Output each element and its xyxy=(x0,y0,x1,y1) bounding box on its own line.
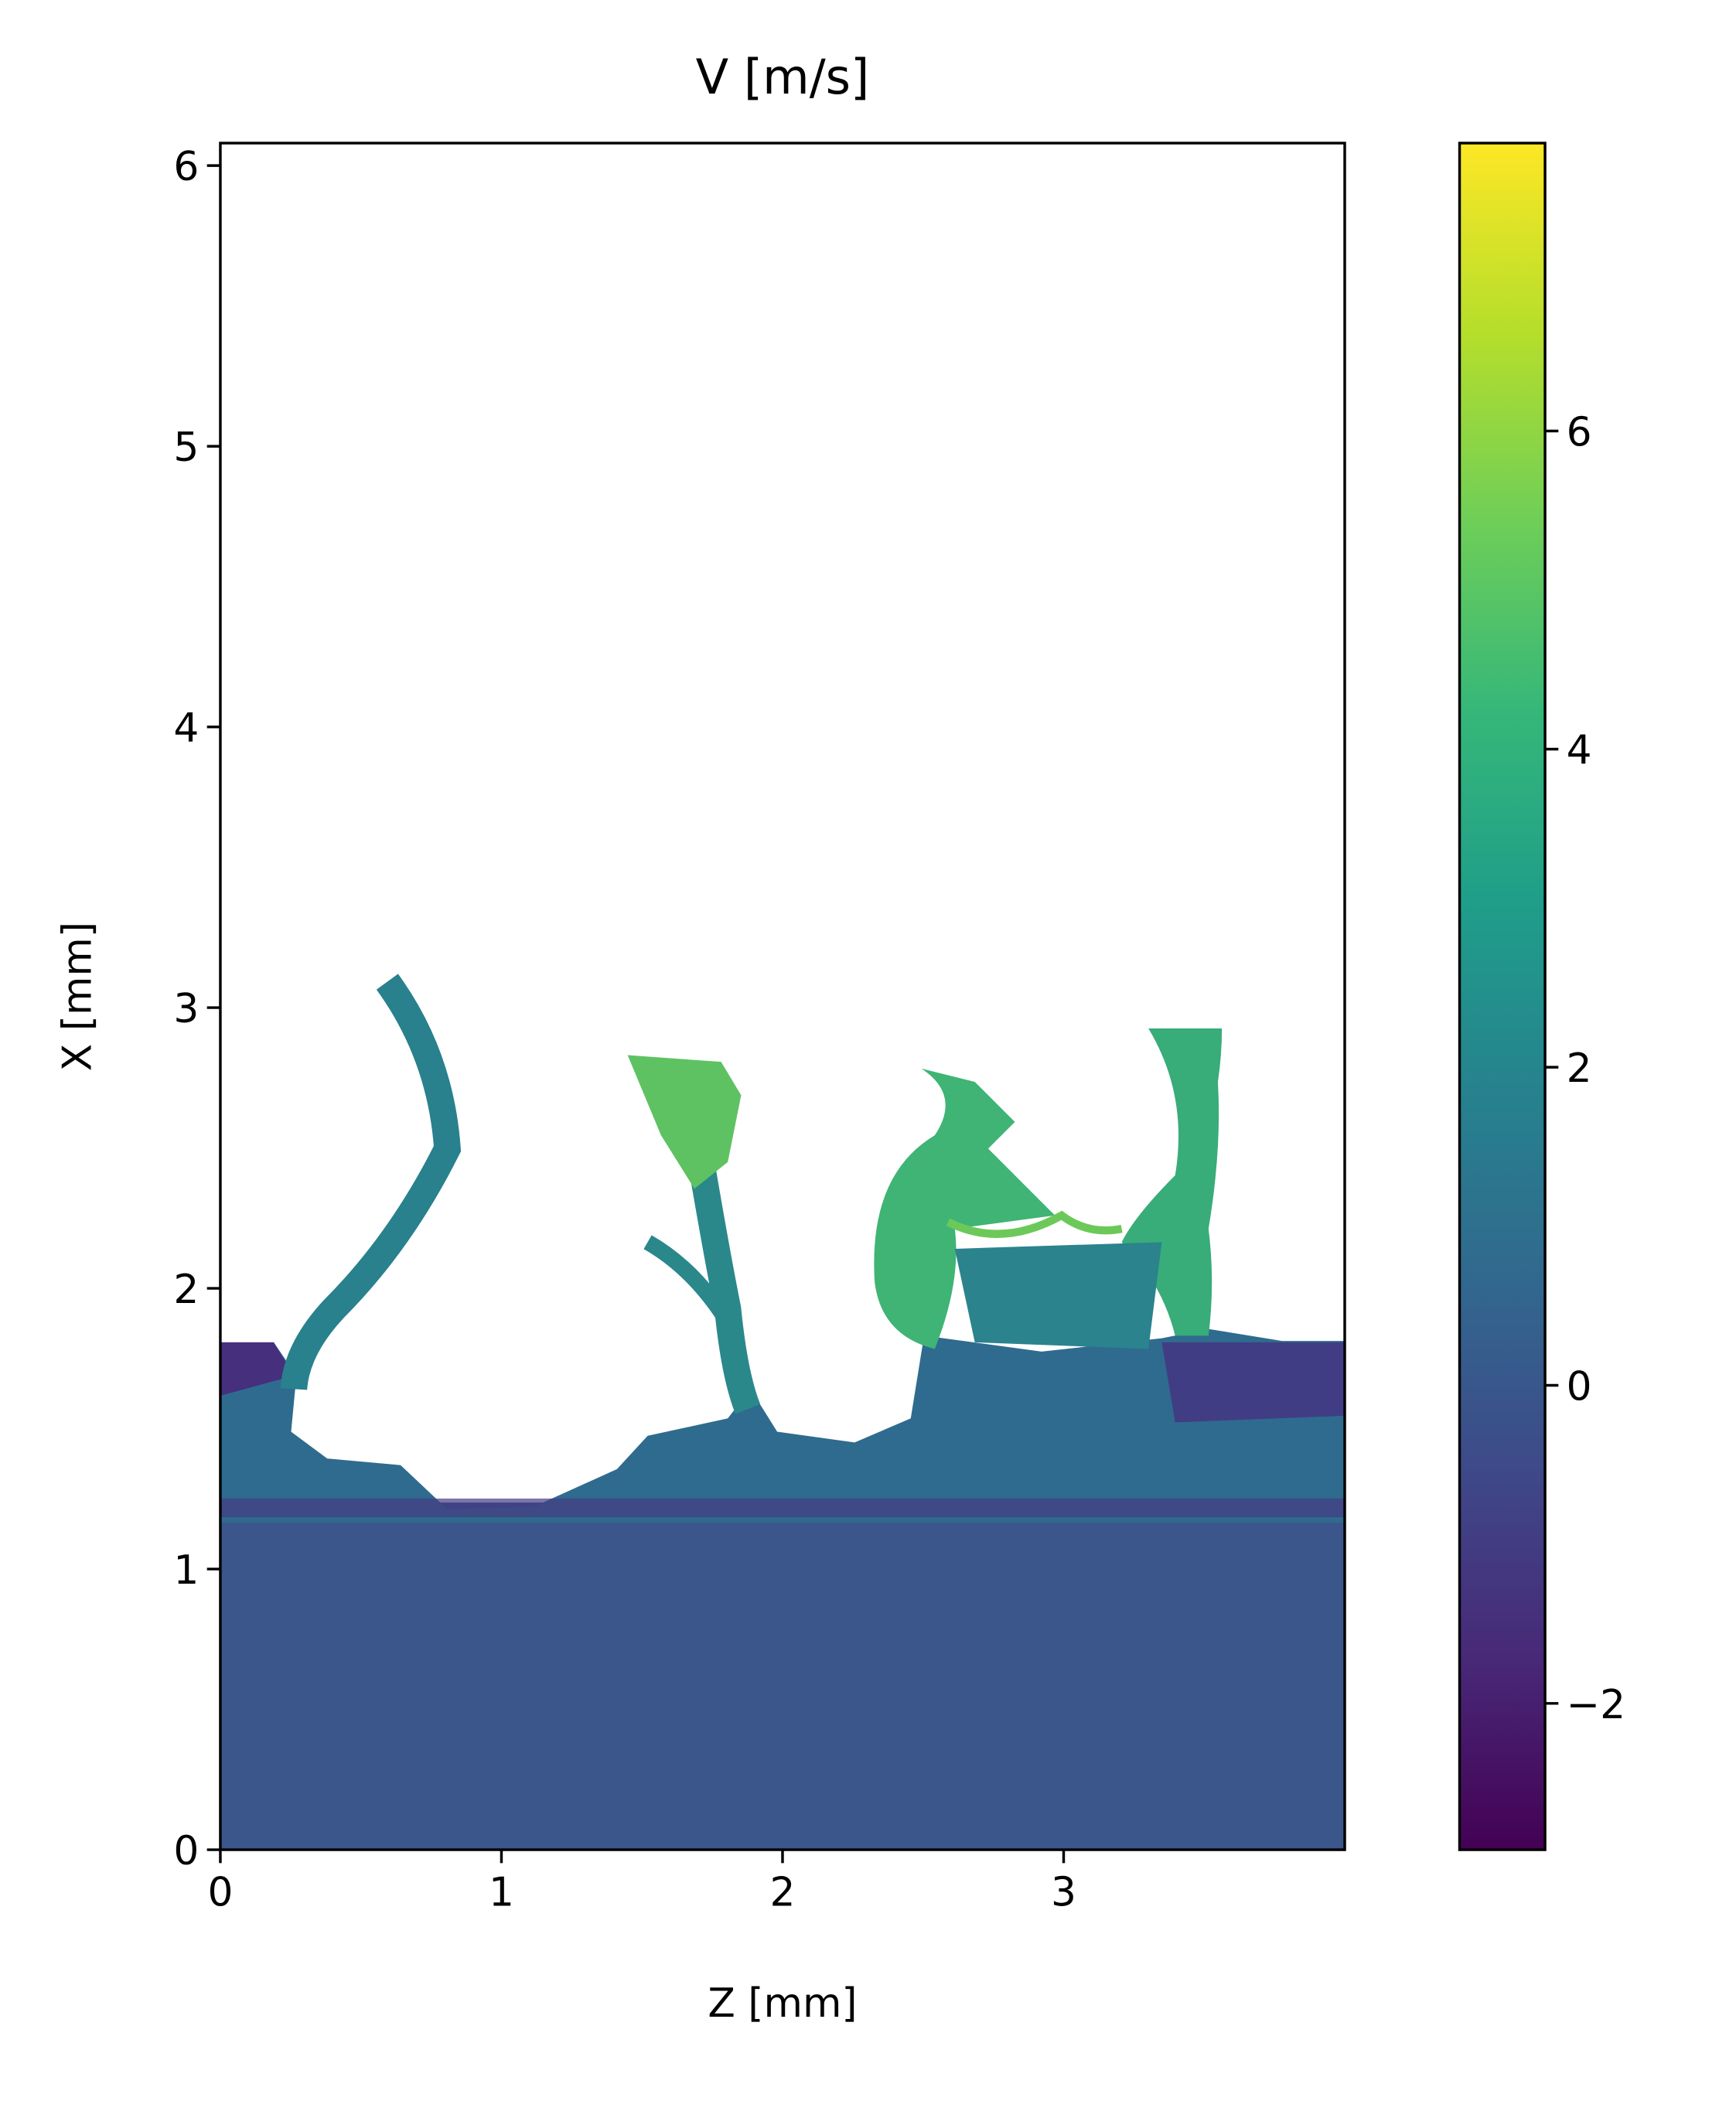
colorbar xyxy=(1458,142,1547,1851)
colorbar-tick-label: −2 xyxy=(1567,1682,1625,1728)
x-axis-label: Z [mm] xyxy=(708,1980,857,2027)
y-tick-label: 1 xyxy=(173,1547,199,1594)
jet xyxy=(680,1120,761,1414)
jet xyxy=(643,1235,735,1327)
field-band xyxy=(220,1328,1345,1523)
y-axis-label: X [mm] xyxy=(54,922,101,1071)
colorbar-tick-label: 2 xyxy=(1567,1045,1592,1092)
field xyxy=(220,974,1345,1850)
y-tick-label: 0 xyxy=(173,1828,199,1874)
x-tick-label: 0 xyxy=(207,1870,233,1916)
y-tick-label: 6 xyxy=(173,144,199,190)
y-tick-label: 3 xyxy=(173,986,199,1032)
field-edge xyxy=(220,1342,294,1396)
jet-tip xyxy=(946,1210,1123,1238)
chart-title: V [m/s] xyxy=(696,49,870,105)
y-tick-label: 2 xyxy=(173,1267,199,1313)
field-edge xyxy=(1161,1342,1345,1423)
colorbar-tick-label: 6 xyxy=(1567,409,1592,455)
y-tick-label: 5 xyxy=(173,425,199,471)
colorbar-tick-label: 0 xyxy=(1567,1363,1592,1410)
x-tick-label: 1 xyxy=(489,1870,514,1916)
colorbar-tick-label: 4 xyxy=(1567,728,1592,774)
field-interface xyxy=(220,1498,1345,1518)
jet-tip xyxy=(627,1055,742,1189)
x-tick-label: 2 xyxy=(769,1870,795,1916)
x-tick-label: 3 xyxy=(1051,1870,1076,1916)
jet-blob xyxy=(874,1068,1056,1349)
jet-base xyxy=(954,1242,1162,1349)
field-base xyxy=(220,1502,1345,1850)
jet xyxy=(280,974,462,1391)
y-tick-label: 4 xyxy=(173,705,199,752)
